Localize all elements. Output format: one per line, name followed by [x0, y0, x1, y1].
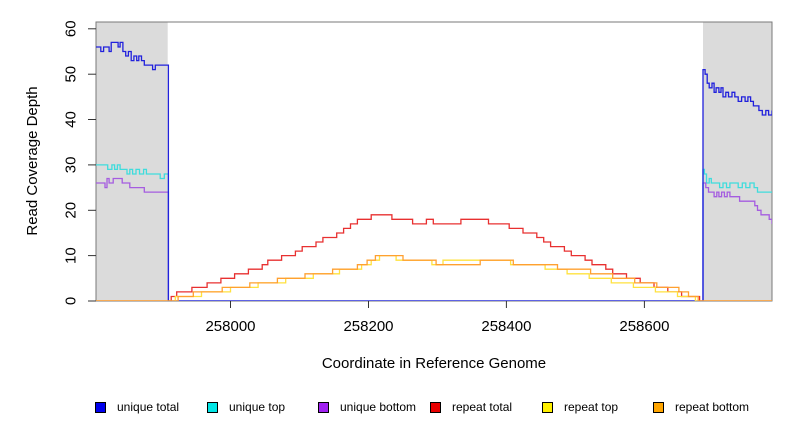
x-tick-label: 258600 [619, 318, 669, 335]
y-tick-label: 10 [63, 247, 80, 264]
legend-swatch-repeat-total [430, 401, 441, 413]
legend: unique total unique top unique bottom repea… [0, 398, 792, 418]
y-axis-title: Read Coverage Depth [24, 86, 41, 236]
legend-label-repeat-top: repeat top [564, 400, 619, 414]
series-repeat-top [96, 254, 772, 301]
legend-item-repeat-total: repeat total [430, 398, 512, 416]
y-tick-label: 30 [63, 157, 80, 174]
coverage-plot: 258000 258200 258400 258600 0 10 20 30 40 50 60 [63, 20, 773, 335]
x-axis-title: Coordinate in Reference Genome [321, 355, 547, 372]
series-repeat-total [96, 214, 772, 301]
legend-item-repeat-top: repeat top [542, 398, 618, 416]
x-tick-label: 258200 [343, 318, 393, 335]
plot-box [95, 21, 773, 302]
legend-item-repeat-bottom: repeat bottom [653, 398, 749, 416]
legend-swatch-unique-total [95, 401, 106, 413]
legend-swatch-repeat-top [542, 401, 553, 413]
series-repeat-bottom [96, 254, 772, 301]
y-tick-label: 50 [63, 66, 80, 83]
legend-swatch-unique-top [207, 401, 218, 413]
legend-item-unique-total: unique total [95, 398, 179, 416]
y-tick-label: 40 [63, 111, 80, 128]
legend-item-unique-bottom: unique bottom [318, 398, 416, 416]
legend-label-unique-top: unique top [229, 400, 286, 414]
shaded-unique-region [96, 22, 168, 301]
x-tick-label: 258000 [205, 318, 255, 335]
y-tick-label: 20 [63, 202, 80, 219]
series-unique-bottom [96, 177, 772, 301]
x-tick-label: 258400 [481, 318, 531, 335]
legend-swatch-repeat-bottom [653, 401, 664, 413]
shaded-unique-region [703, 22, 772, 301]
legend-label-repeat-bottom: repeat bottom [675, 400, 750, 414]
legend-label-repeat-total: repeat total [452, 400, 513, 414]
series-unique-top [96, 164, 772, 301]
legend-label-unique-total: unique total [117, 400, 180, 414]
series-unique-total [96, 41, 772, 301]
legend-swatch-unique-bottom [318, 401, 329, 413]
y-tick-label: 0 [63, 297, 80, 305]
legend-item-unique-top: unique top [207, 398, 285, 416]
y-tick-label: 60 [63, 20, 80, 37]
legend-label-unique-bottom: unique bottom [340, 400, 417, 414]
